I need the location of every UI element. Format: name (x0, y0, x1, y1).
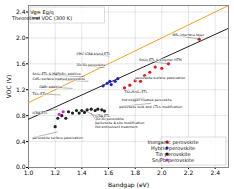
svg-text:2.2: 2.2 (184, 169, 194, 176)
svg-text:2.0: 2.0 (16, 34, 26, 41)
svg-text:1.6: 1.6 (104, 169, 114, 176)
svg-text:TiO₂ ETL: TiO₂ ETL (32, 92, 47, 96)
svg-text:0.4: 0.4 (16, 138, 26, 145)
svg-text:0.0: 0.0 (16, 163, 26, 171)
svg-text:SnO₂ ETL & MAPbBr₃ additive: SnO₂ ETL & MAPbBr₃ additive (33, 72, 81, 76)
svg-text:WS₂ interface layer: WS₂ interface layer (173, 33, 205, 37)
svg-text:SnOx ETL & polymer HTM: SnOx ETL & polymer HTM (139, 58, 181, 62)
svg-text:Tin perovskite: Tin perovskite (155, 150, 191, 157)
svg-text:perovskite surface passivation: perovskite surface passivation (33, 136, 83, 140)
svg-text:1.6: 1.6 (16, 60, 26, 67)
svg-text:1.2: 1.2 (50, 169, 60, 176)
svg-text:TiO₂/SnO₂ ETL: TiO₂/SnO₂ ETL (124, 90, 148, 94)
svg-text:0.8: 0.8 (16, 112, 26, 119)
svg-text:perovskite surface passivation: perovskite surface passivation (135, 76, 185, 80)
svg-text:2D/3D perovskite: 2D/3D perovskite (95, 117, 124, 121)
svg-text:ICBA ETL: ICBA ETL (33, 111, 48, 115)
svg-text:hot antisolvent treatment: hot antisolvent treatment (95, 125, 138, 129)
svg-text:Bandgap (eV): Bandgap (eV) (108, 181, 149, 189)
svg-text:2.4: 2.4 (210, 169, 220, 176)
svg-text:Hybrid perovskite: Hybrid perovskite (150, 144, 196, 151)
svg-text:VOC (V): VOC (V) (5, 75, 12, 99)
svg-text:perovskite bulk and CTLs modif: perovskite bulk and CTLs modification (119, 105, 182, 109)
svg-text:Theoretical VOC (300 K): Theoretical VOC (300 K) (11, 15, 72, 21)
svg-text:1.4: 1.4 (77, 169, 87, 176)
svg-text:1.0: 1.0 (24, 169, 34, 176)
svg-text:Vg= Eg/q: Vg= Eg/q (30, 8, 54, 15)
svg-text:2.4: 2.4 (16, 7, 26, 15)
svg-text:Inorganic perovskite: Inorganic perovskite (147, 138, 199, 145)
svg-text:1.8: 1.8 (130, 169, 140, 176)
svg-text:1.2: 1.2 (16, 86, 26, 93)
svg-text:hot oxygen treated perovskite: hot oxygen treated perovskite (122, 98, 172, 102)
svg-text:2D/3D perovskite: 2D/3D perovskite (77, 63, 106, 67)
svg-text:CMC ICBA blend ETL: CMC ICBA blend ETL (77, 52, 111, 56)
svg-text:CdSₓ surface treated perovskit: CdSₓ surface treated perovskite (33, 77, 86, 81)
svg-text:GABr additive: GABr additive (39, 85, 62, 89)
svg-text:2.0: 2.0 (157, 169, 167, 176)
svg-text:ICBA ETL: ICBA ETL (95, 113, 110, 118)
svg-text:perovskite A-site modification: perovskite A-site modification (95, 121, 144, 125)
svg-text:Sn/Pb perovskite: Sn/Pb perovskite (152, 157, 194, 164)
